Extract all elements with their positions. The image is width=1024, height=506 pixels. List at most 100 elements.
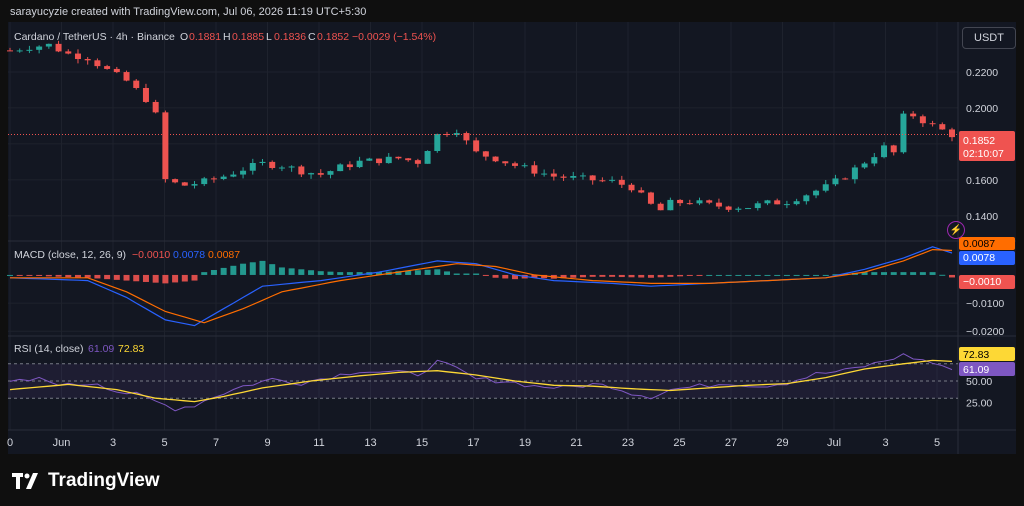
candle-body xyxy=(444,134,451,136)
macd-histogram-bar xyxy=(240,263,247,275)
candle-body xyxy=(16,50,23,52)
candle-body xyxy=(482,151,489,157)
candle-body xyxy=(900,113,907,153)
candle-body xyxy=(123,72,130,81)
x-tick-label: 11 xyxy=(313,437,324,449)
price-tick-label: 0.2200 xyxy=(966,67,998,79)
candle-body xyxy=(570,175,577,178)
candle-body xyxy=(327,171,334,175)
rsi-badge-ma: 72.83 xyxy=(963,349,989,361)
price-badge-countdown: 02:10:07 xyxy=(963,148,1004,160)
candle-body xyxy=(385,156,392,164)
candle-body xyxy=(531,165,538,174)
macd-histogram-bar xyxy=(735,274,742,276)
candle-body xyxy=(686,203,693,205)
candle-body xyxy=(317,173,324,175)
rsi-legend-label: RSI (14, close) xyxy=(14,343,83,355)
legend-o-label: O xyxy=(180,31,188,43)
macd-histogram-bar xyxy=(210,270,217,275)
candle-body xyxy=(152,101,159,113)
macd-histogram-bar xyxy=(201,272,208,275)
macd-histogram-bar xyxy=(715,274,722,276)
candle-body xyxy=(26,49,33,51)
x-tick-label: 23 xyxy=(622,437,634,449)
macd-histogram-bar xyxy=(638,274,645,278)
candle-body xyxy=(405,158,412,161)
tradingview-logo-icon xyxy=(12,473,38,489)
candle-body xyxy=(36,46,43,50)
macd-pane[interactable] xyxy=(7,246,955,327)
candle-body xyxy=(764,200,771,204)
candle-body xyxy=(278,167,285,169)
rsi-pane[interactable] xyxy=(8,353,958,412)
macd-histogram-bar xyxy=(74,274,81,278)
signal-line xyxy=(10,248,953,324)
macd-histogram-bar xyxy=(453,273,460,275)
candle-body xyxy=(579,175,586,177)
macd-tick-label: −0.0200 xyxy=(966,326,1004,338)
candle-body xyxy=(667,199,674,211)
rsi-legend: RSI (14, close) 61.09 72.83 xyxy=(14,343,144,355)
candle-body xyxy=(929,123,936,125)
candle-body xyxy=(414,160,421,164)
candle-body xyxy=(521,165,528,167)
footer-brand: TradingView xyxy=(48,470,160,491)
currency-button[interactable]: USDT xyxy=(962,27,1016,49)
candle-body xyxy=(609,179,616,181)
candle-body xyxy=(492,156,499,162)
macd-histogram-bar xyxy=(7,274,13,276)
macd-histogram-bar xyxy=(230,265,237,275)
macd-histogram-bar xyxy=(463,273,470,275)
candle-body xyxy=(949,129,955,138)
macd-histogram-bar xyxy=(502,274,509,279)
candle-body xyxy=(172,179,179,183)
footer-logo: TradingView xyxy=(12,470,160,492)
macd-badges: 0.0087 0.0078 −0.0010 xyxy=(959,237,1015,289)
candle-body xyxy=(589,175,596,181)
macd-histogram-bar xyxy=(599,274,606,277)
macd-histogram-bar xyxy=(356,272,363,275)
x-tick-label: 29 xyxy=(776,437,788,449)
x-tick-label: 3 xyxy=(882,437,888,449)
candle-body xyxy=(599,180,606,182)
rsi-legend-rsi: 61.09 xyxy=(88,343,114,355)
macd-histogram-bar xyxy=(677,274,684,277)
macd-histogram-bar xyxy=(803,274,810,276)
legend-l-label: L xyxy=(266,31,272,43)
macd-histogram-bar xyxy=(628,274,635,278)
candle-body xyxy=(502,161,509,164)
candle-body xyxy=(618,179,625,185)
macd-histogram-bar xyxy=(36,274,43,276)
macd-histogram-bar xyxy=(94,274,101,279)
macd-histogram-bar xyxy=(113,274,120,280)
macd-histogram-bar xyxy=(191,274,198,281)
macd-histogram-bar xyxy=(725,274,732,276)
macd-histogram-bar xyxy=(754,274,761,276)
candle-body xyxy=(803,195,810,202)
macd-legend-signal: 0.0087 xyxy=(208,249,240,261)
rsi-legend-ma: 72.83 xyxy=(118,343,144,355)
candle-body xyxy=(7,50,13,52)
legend-c-label: C xyxy=(308,31,316,43)
candle-body xyxy=(45,43,52,47)
macd-histogram-bar xyxy=(395,271,402,275)
candle-body xyxy=(269,161,276,168)
price-pane[interactable] xyxy=(7,40,958,213)
candle-body xyxy=(434,134,441,152)
macd-histogram-bar xyxy=(162,274,169,284)
macd-histogram-bar xyxy=(376,272,383,275)
macd-histogram-bar xyxy=(881,272,888,275)
macd-histogram-bar xyxy=(259,260,266,275)
candle-body xyxy=(473,140,480,152)
x-tick-label: 5 xyxy=(934,437,940,449)
legend-symbol: Cardano / TetherUS · 4h · Binance xyxy=(14,31,175,43)
x-tick-label: 19 xyxy=(519,437,531,449)
macd-histogram-bar xyxy=(405,270,412,275)
macd-histogram-bar xyxy=(919,272,926,275)
macd-histogram-bar xyxy=(657,274,664,278)
candle-body xyxy=(871,157,878,164)
candle-body xyxy=(395,156,402,159)
bolt-icon[interactable]: ⚡ xyxy=(947,221,965,239)
candle-body xyxy=(511,163,518,166)
